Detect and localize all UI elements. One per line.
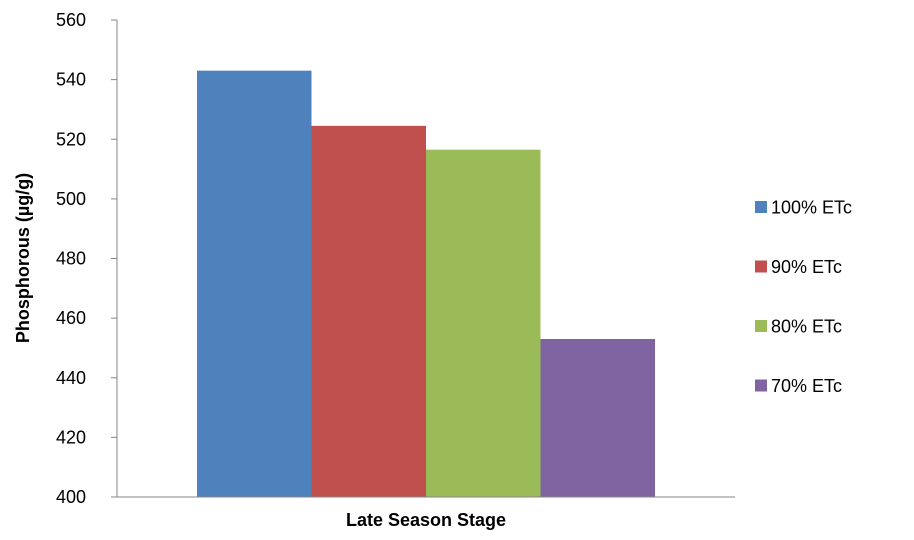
bar-100-etc (197, 70, 312, 498)
y-axis-title: Phosphorous (µg/g) (13, 173, 33, 343)
legend-swatch (755, 201, 767, 213)
legend-label: 90% ETc (771, 257, 842, 277)
bars (197, 70, 655, 498)
y-tick-label: 440 (56, 368, 86, 388)
legend-swatch (755, 260, 767, 273)
y-tick-label: 420 (56, 427, 86, 447)
legend-label: 100% ETc (771, 198, 852, 218)
x-axis-title: Late Season Stage (346, 510, 506, 530)
y-tick-label: 520 (56, 129, 86, 149)
bar-90-etc (311, 125, 426, 497)
y-tick-label: 480 (56, 249, 86, 269)
bar-80-etc (426, 149, 541, 497)
y-tick-label: 540 (56, 70, 86, 90)
legend-label: 80% ETc (771, 317, 842, 337)
legend-swatch (755, 379, 767, 392)
legend: 100% ETc 90% ETc 80% ETc 70% ETc (755, 198, 852, 396)
y-tick-label: 500 (56, 189, 86, 209)
y-tick-label: 460 (56, 308, 86, 328)
bar-70-etc (540, 338, 655, 497)
legend-label: 70% ETc (771, 376, 842, 396)
legend-swatch (755, 320, 767, 332)
y-tick-label: 400 (56, 487, 86, 507)
y-axis: 400 420 440 460 480 500 520 540 560 (56, 10, 118, 507)
y-tick-label: 560 (56, 10, 86, 30)
